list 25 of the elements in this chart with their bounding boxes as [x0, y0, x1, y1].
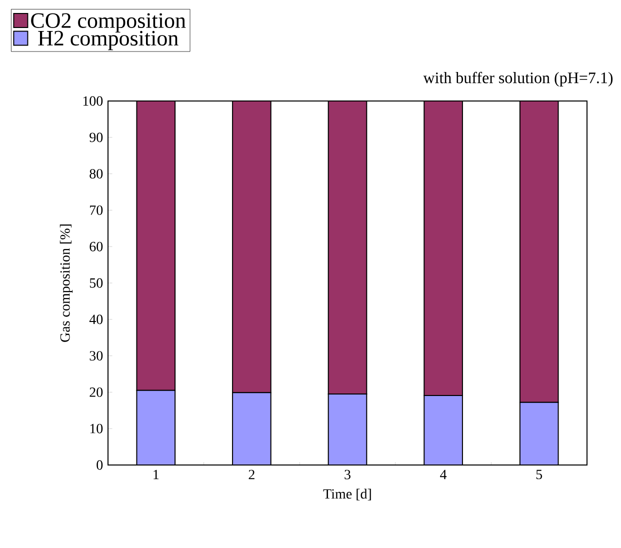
- y-tick-label: 20: [90, 387, 103, 397]
- y-tick-label: 30: [90, 351, 103, 361]
- y-tick-label: 90: [90, 132, 103, 142]
- y-tick-label: 50: [90, 278, 103, 288]
- y-tick-label: 60: [90, 242, 103, 252]
- y-axis-title: Gas composition [%]: [60, 224, 73, 342]
- x-tick-label: 4: [440, 470, 447, 480]
- x-tick-label: 2: [248, 470, 254, 480]
- chart-title: with buffer solution (pH=7.1): [423, 72, 613, 87]
- y-tick-label: 100: [83, 96, 103, 106]
- bar: [232, 392, 272, 465]
- y-tick-label: 40: [89, 314, 103, 324]
- y-tick-label: 0: [96, 460, 103, 470]
- x-tick-label: 1: [154, 470, 159, 480]
- legend-label: H2 composition: [38, 30, 178, 50]
- x-tick-label: 5: [536, 470, 542, 480]
- bar: [328, 394, 368, 465]
- x-axis-title: Time [d]: [323, 488, 371, 500]
- x-tick-label: 3: [344, 470, 350, 480]
- y-tick-label: 10: [90, 424, 103, 434]
- y-tick-label: 80: [90, 169, 103, 179]
- bar: [136, 390, 176, 465]
- y-tick-label: 70: [90, 205, 103, 215]
- bar: [519, 402, 559, 465]
- bar: [424, 394, 463, 465]
